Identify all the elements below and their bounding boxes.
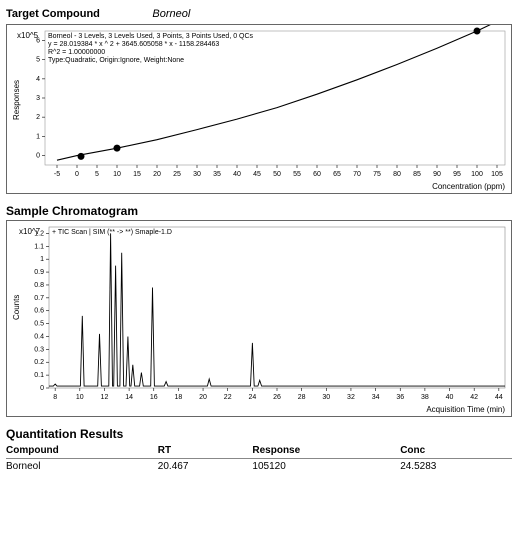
svg-text:12: 12 xyxy=(101,394,109,401)
target-label: Target Compound xyxy=(6,8,100,20)
svg-text:0: 0 xyxy=(36,152,40,159)
svg-text:30: 30 xyxy=(322,394,330,401)
table-cell: 24.5283 xyxy=(400,459,512,475)
results-col-2: Response xyxy=(252,443,400,459)
cal-x-label: Concentration (ppm) xyxy=(432,182,505,191)
svg-text:0.9: 0.9 xyxy=(34,269,44,276)
svg-text:0: 0 xyxy=(75,171,79,178)
chrom-y-exponent: x10^7 xyxy=(19,227,40,236)
svg-text:0.1: 0.1 xyxy=(34,372,44,379)
svg-text:-5: -5 xyxy=(54,171,60,178)
svg-text:0: 0 xyxy=(40,385,44,392)
svg-text:44: 44 xyxy=(495,394,503,401)
svg-text:80: 80 xyxy=(393,171,401,178)
svg-text:28: 28 xyxy=(298,394,306,401)
results-col-3: Conc xyxy=(400,443,512,459)
svg-text:10: 10 xyxy=(76,394,84,401)
table-cell: 105120 xyxy=(252,459,400,475)
svg-text:45: 45 xyxy=(253,171,261,178)
svg-text:0.8: 0.8 xyxy=(34,282,44,289)
table-cell: 20.467 xyxy=(158,459,253,475)
svg-text:65: 65 xyxy=(333,171,341,178)
svg-text:100: 100 xyxy=(471,171,483,178)
svg-text:18: 18 xyxy=(175,394,183,401)
svg-text:4: 4 xyxy=(36,76,40,83)
svg-text:22: 22 xyxy=(224,394,232,401)
svg-text:26: 26 xyxy=(273,394,281,401)
svg-text:0.2: 0.2 xyxy=(34,359,44,366)
svg-text:0.3: 0.3 xyxy=(34,346,44,353)
svg-text:0.4: 0.4 xyxy=(34,333,44,340)
svg-text:30: 30 xyxy=(193,171,201,178)
svg-text:55: 55 xyxy=(293,171,301,178)
svg-text:90: 90 xyxy=(433,171,441,178)
svg-text:40: 40 xyxy=(446,394,454,401)
svg-text:2: 2 xyxy=(36,114,40,121)
svg-text:20: 20 xyxy=(153,171,161,178)
chrom-x-label: Acquisition Time (min) xyxy=(426,405,505,414)
svg-text:60: 60 xyxy=(313,171,321,178)
svg-text:14: 14 xyxy=(125,394,133,401)
results-table: CompoundRTResponseConc Borneol20.4671051… xyxy=(0,443,518,474)
chrom-y-label: Counts xyxy=(12,294,21,319)
svg-text:34: 34 xyxy=(372,394,380,401)
svg-text:32: 32 xyxy=(347,394,355,401)
svg-text:75: 75 xyxy=(373,171,381,178)
svg-text:70: 70 xyxy=(353,171,361,178)
svg-text:85: 85 xyxy=(413,171,421,178)
svg-text:10: 10 xyxy=(113,171,121,178)
target-header: Target Compound Borneol xyxy=(0,0,518,24)
results-col-0: Compound xyxy=(6,443,158,459)
table-row: Borneol20.46710512024.5283 xyxy=(6,459,512,475)
chromatogram-chart: 00.10.20.30.40.50.60.70.80.911.11.281012… xyxy=(6,220,512,417)
svg-text:0.6: 0.6 xyxy=(34,308,44,315)
svg-text:3: 3 xyxy=(36,95,40,102)
calibration-chart: 0123456-50510152025303540455055606570758… xyxy=(6,24,512,194)
results-col-1: RT xyxy=(158,443,253,459)
cal-y-label: Responses xyxy=(12,80,21,120)
svg-text:1: 1 xyxy=(36,133,40,140)
svg-text:16: 16 xyxy=(150,394,158,401)
target-compound: Borneol xyxy=(152,8,190,20)
svg-text:15: 15 xyxy=(133,171,141,178)
results-title: Quantitation Results xyxy=(0,423,518,443)
chromatogram-title: Sample Chromatogram xyxy=(0,200,518,220)
svg-text:36: 36 xyxy=(396,394,404,401)
svg-text:95: 95 xyxy=(453,171,461,178)
svg-text:50: 50 xyxy=(273,171,281,178)
cal-y-exponent: x10^5 xyxy=(17,31,38,40)
svg-text:5: 5 xyxy=(36,57,40,64)
svg-text:1: 1 xyxy=(40,256,44,263)
svg-text:8: 8 xyxy=(53,394,57,401)
svg-text:38: 38 xyxy=(421,394,429,401)
svg-text:42: 42 xyxy=(470,394,478,401)
svg-text:24: 24 xyxy=(248,394,256,401)
svg-text:5: 5 xyxy=(95,171,99,178)
svg-text:1.1: 1.1 xyxy=(34,243,44,250)
svg-text:105: 105 xyxy=(491,171,503,178)
svg-text:20: 20 xyxy=(199,394,207,401)
svg-text:0.7: 0.7 xyxy=(34,295,44,302)
svg-text:35: 35 xyxy=(213,171,221,178)
table-cell: Borneol xyxy=(6,459,158,475)
svg-text:25: 25 xyxy=(173,171,181,178)
svg-text:0.5: 0.5 xyxy=(34,321,44,328)
svg-text:40: 40 xyxy=(233,171,241,178)
